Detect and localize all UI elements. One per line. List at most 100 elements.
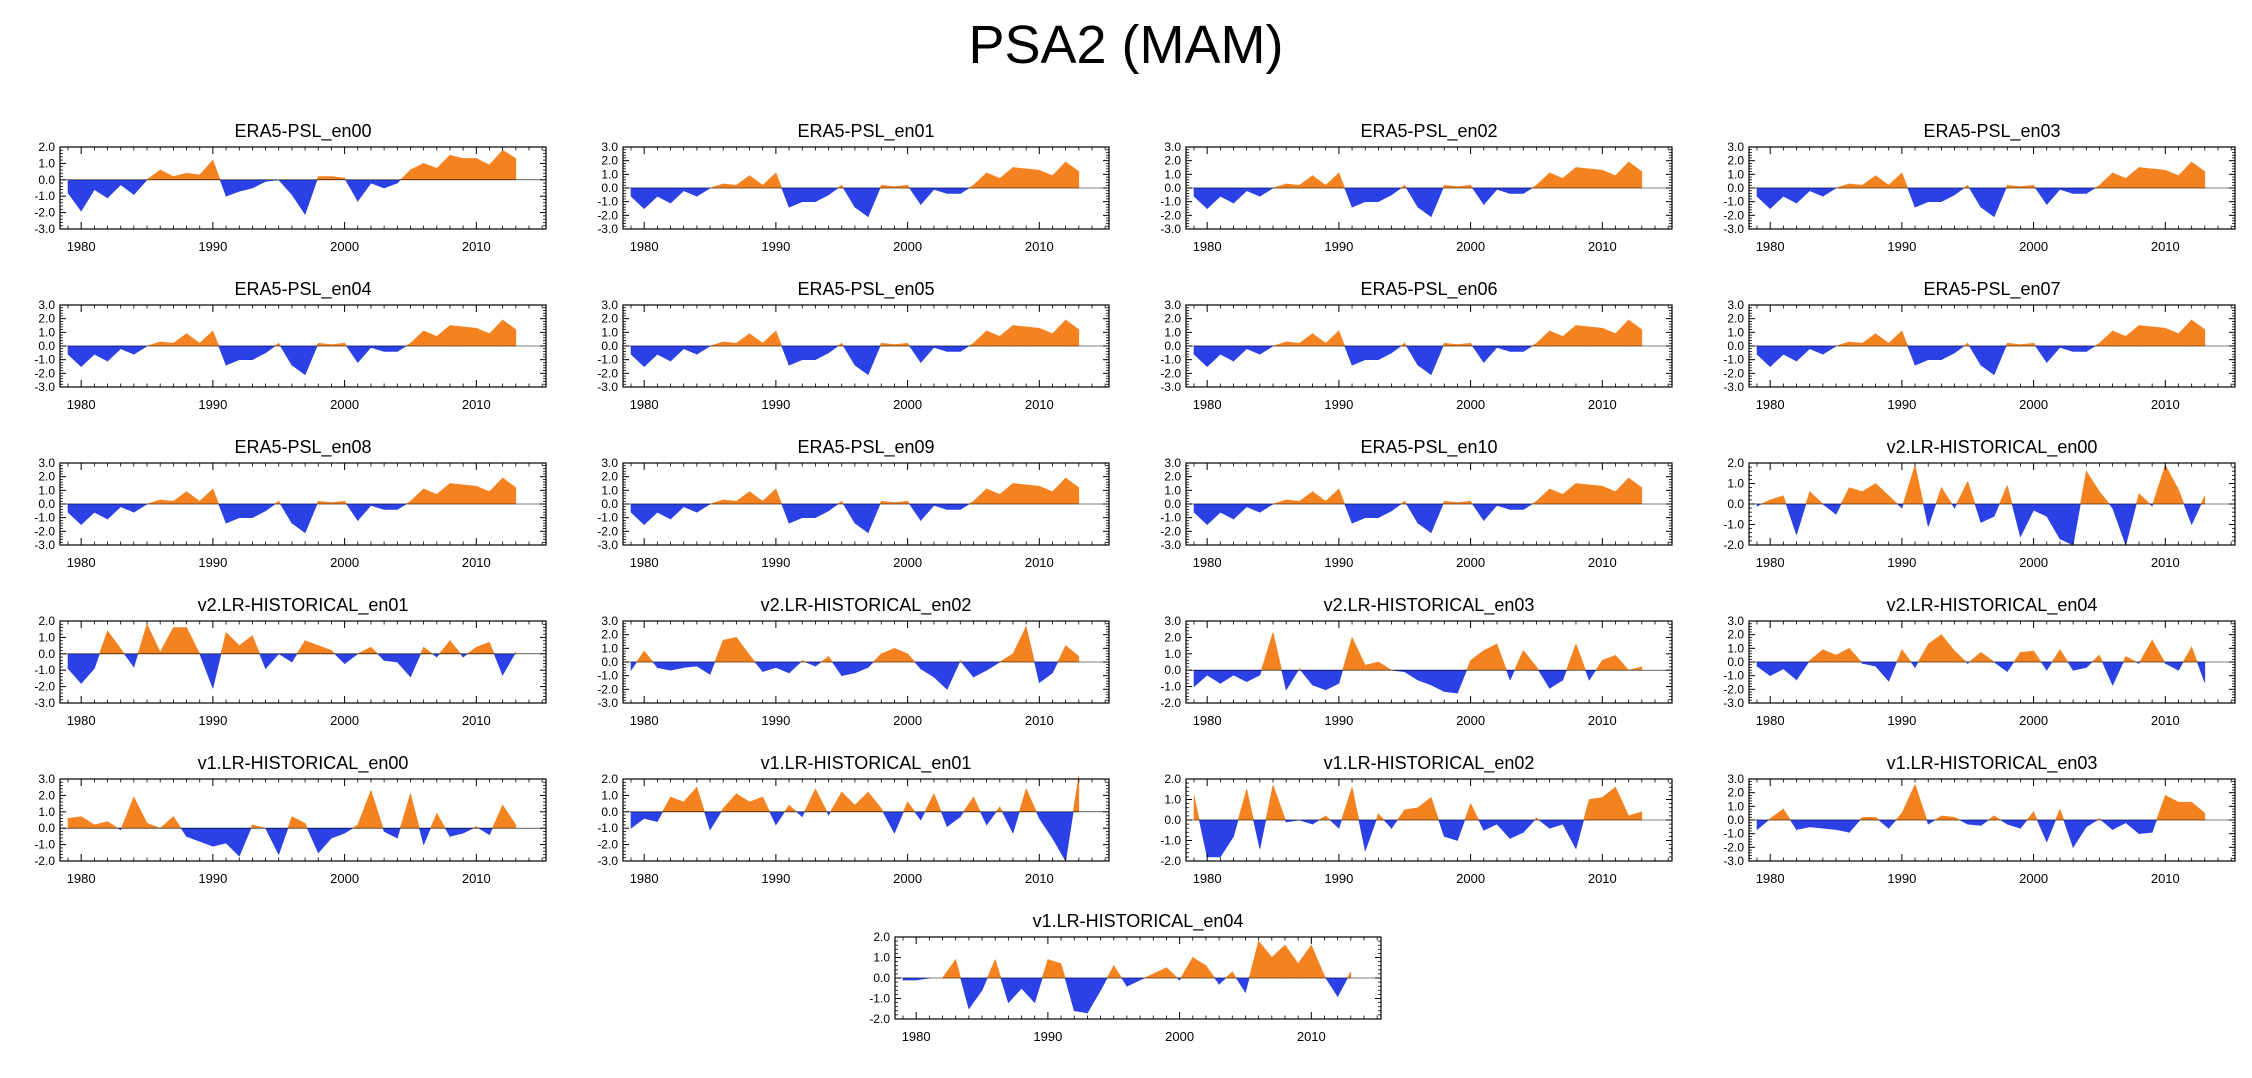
y-tick-label: 1.0 <box>1164 325 1181 339</box>
positive-anomaly-area <box>1457 184 1471 189</box>
negative-anomaly-area <box>973 661 987 678</box>
negative-anomaly-area <box>1259 187 1275 197</box>
y-tick-label: 1.0 <box>1727 325 1744 339</box>
negative-anomaly-area <box>1796 503 1807 535</box>
positive-anomaly-area <box>1060 963 1066 979</box>
x-tick-label: 1990 <box>761 713 790 728</box>
negative-anomaly-area <box>107 345 121 362</box>
positive-anomaly-area <box>1575 325 1590 347</box>
negative-anomaly-area <box>396 503 408 511</box>
positive-anomaly-area <box>1272 341 1287 347</box>
negative-anomaly-area <box>2059 187 2074 194</box>
positive-anomaly-area <box>2059 648 2069 663</box>
y-tick-label: 3.0 <box>601 140 618 154</box>
negative-anomaly-area <box>1968 187 1982 209</box>
positive-anomaly-area <box>775 172 783 189</box>
negative-anomaly-area <box>754 661 764 673</box>
negative-anomaly-area <box>867 345 881 375</box>
x-tick-label: 2000 <box>1165 1029 1194 1044</box>
positive-anomaly-area <box>1549 488 1564 505</box>
positive-anomaly-area <box>2051 648 2061 663</box>
negative-anomaly-area <box>1993 503 2000 517</box>
negative-anomaly-area <box>1809 187 1824 197</box>
positive-anomaly-area <box>489 149 503 181</box>
y-tick-label: -3.0 <box>1160 538 1181 552</box>
positive-anomaly-area <box>1575 167 1590 189</box>
positive-anomaly-area <box>1237 789 1247 821</box>
x-tick-label: 1980 <box>1756 713 1785 728</box>
positive-anomaly-area <box>986 172 1001 189</box>
positive-anomaly-area <box>1835 183 1850 189</box>
negative-anomaly-area <box>630 811 645 829</box>
x-tick-label: 1980 <box>1193 713 1222 728</box>
positive-anomaly-area <box>2099 172 2113 189</box>
positive-anomaly-area <box>423 330 438 347</box>
positive-anomaly-area <box>1404 807 1419 821</box>
panel-title: ERA5-PSL_en07 <box>1923 279 2060 300</box>
negative-anomaly-area <box>218 345 227 366</box>
positive-anomaly-area <box>973 330 987 347</box>
positive-anomaly-area <box>1583 799 1590 821</box>
positive-anomaly-area <box>1052 319 1066 347</box>
negative-anomaly-area <box>788 503 803 524</box>
positive-anomaly-area <box>99 630 108 655</box>
y-tick-label: -2.0 <box>1723 682 1744 696</box>
positive-anomaly-area <box>998 653 1014 663</box>
y-tick-label: 2.0 <box>601 628 618 642</box>
positive-anomaly-area <box>410 330 424 347</box>
x-tick-label: 1980 <box>67 713 96 728</box>
positive-anomaly-area <box>662 796 671 813</box>
negative-anomaly-area <box>396 827 401 839</box>
positive-anomaly-area <box>199 488 214 505</box>
negative-anomaly-area <box>908 187 922 206</box>
positive-anomaly-area <box>357 646 372 655</box>
negative-anomaly-area <box>1822 187 1838 197</box>
positive-anomaly-area <box>880 647 895 663</box>
positive-anomaly-area <box>1822 649 1837 663</box>
negative-anomaly-area <box>94 345 108 362</box>
negative-anomaly-area <box>959 811 965 818</box>
negative-anomaly-area <box>854 661 869 674</box>
positive-anomaly-area <box>1483 643 1498 671</box>
negative-anomaly-area <box>1193 503 1208 526</box>
positive-anomaly-area <box>186 172 201 181</box>
negative-anomaly-area <box>854 503 869 534</box>
negative-anomaly-area <box>1039 661 1053 684</box>
panel: v1.LR-HISTORICAL_en02 -2.0 -1.0 0.0 1.0 2.0 19… <box>1160 753 1673 886</box>
y-tick-label: 3.0 <box>1164 456 1181 470</box>
positive-anomaly-area <box>1835 341 1850 347</box>
y-tick-label: 2.0 <box>873 930 890 944</box>
negative-anomaly-area <box>1121 977 1128 988</box>
negative-anomaly-area <box>67 653 82 685</box>
y-tick-label: -2.0 <box>34 366 55 380</box>
positive-anomaly-area <box>1025 326 1040 347</box>
positive-anomaly-area <box>722 183 737 189</box>
positive-anomaly-area <box>867 791 882 813</box>
y-tick-label: 1.0 <box>38 630 55 644</box>
positive-anomaly-area <box>999 482 1014 505</box>
negative-anomaly-area <box>1233 345 1247 362</box>
negative-anomaly-area <box>968 977 983 1010</box>
negative-anomaly-area <box>959 345 971 353</box>
positive-anomaly-area <box>2138 325 2153 347</box>
positive-anomaly-area <box>1933 815 1942 821</box>
negative-anomaly-area <box>815 661 822 667</box>
positive-anomaly-area <box>423 488 438 505</box>
panel: v1.LR-HISTORICAL_en01 -3.0 -2.0 -1.0 0.0 1.0 2… <box>597 753 1110 886</box>
negative-anomaly-area <box>1756 187 1771 210</box>
panel-title: ERA5-PSL_en00 <box>234 121 371 142</box>
positive-anomaly-area <box>1285 341 1300 347</box>
positive-anomaly-area <box>1057 645 1066 663</box>
negative-anomaly-area <box>933 661 948 691</box>
negative-anomaly-area <box>2072 187 2087 194</box>
negative-anomaly-area <box>2125 819 2140 835</box>
negative-anomaly-area <box>1914 345 1929 366</box>
positive-anomaly-area <box>1562 482 1577 505</box>
y-tick-label: -1.0 <box>34 663 55 677</box>
positive-anomaly-area <box>1025 788 1037 813</box>
y-tick-label: -1.0 <box>869 992 890 1006</box>
plot-frame <box>1185 620 1673 704</box>
negative-anomaly-area <box>1259 345 1275 355</box>
negative-anomaly-area <box>357 345 372 364</box>
negative-anomaly-area <box>788 661 802 674</box>
